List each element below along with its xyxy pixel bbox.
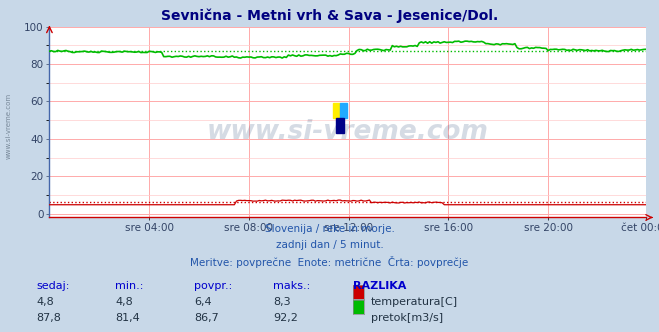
Text: temperatura[C]: temperatura[C] xyxy=(371,297,458,307)
Text: www.si-vreme.com: www.si-vreme.com xyxy=(207,119,488,144)
Text: zadnji dan / 5 minut.: zadnji dan / 5 minut. xyxy=(275,240,384,250)
Text: 87,8: 87,8 xyxy=(36,313,61,323)
Text: 92,2: 92,2 xyxy=(273,313,299,323)
Text: Sevnična - Metni vrh & Sava - Jesenice/Dol.: Sevnična - Metni vrh & Sava - Jesenice/D… xyxy=(161,8,498,23)
Text: 4,8: 4,8 xyxy=(36,297,54,307)
Text: 86,7: 86,7 xyxy=(194,313,219,323)
Text: Meritve: povprečne  Enote: metrične  Črta: povprečje: Meritve: povprečne Enote: metrične Črta:… xyxy=(190,256,469,268)
Text: 81,4: 81,4 xyxy=(115,313,140,323)
Text: 6,4: 6,4 xyxy=(194,297,212,307)
Text: www.si-vreme.com: www.si-vreme.com xyxy=(5,93,12,159)
Text: Slovenija / reke in morje.: Slovenija / reke in morje. xyxy=(264,224,395,234)
Text: sedaj:: sedaj: xyxy=(36,281,70,290)
Text: min.:: min.: xyxy=(115,281,144,290)
Text: RAZLIKA: RAZLIKA xyxy=(353,281,406,290)
Text: 8,3: 8,3 xyxy=(273,297,291,307)
Text: pretok[m3/s]: pretok[m3/s] xyxy=(371,313,443,323)
Text: 4,8: 4,8 xyxy=(115,297,133,307)
Text: maks.:: maks.: xyxy=(273,281,311,290)
Text: povpr.:: povpr.: xyxy=(194,281,233,290)
